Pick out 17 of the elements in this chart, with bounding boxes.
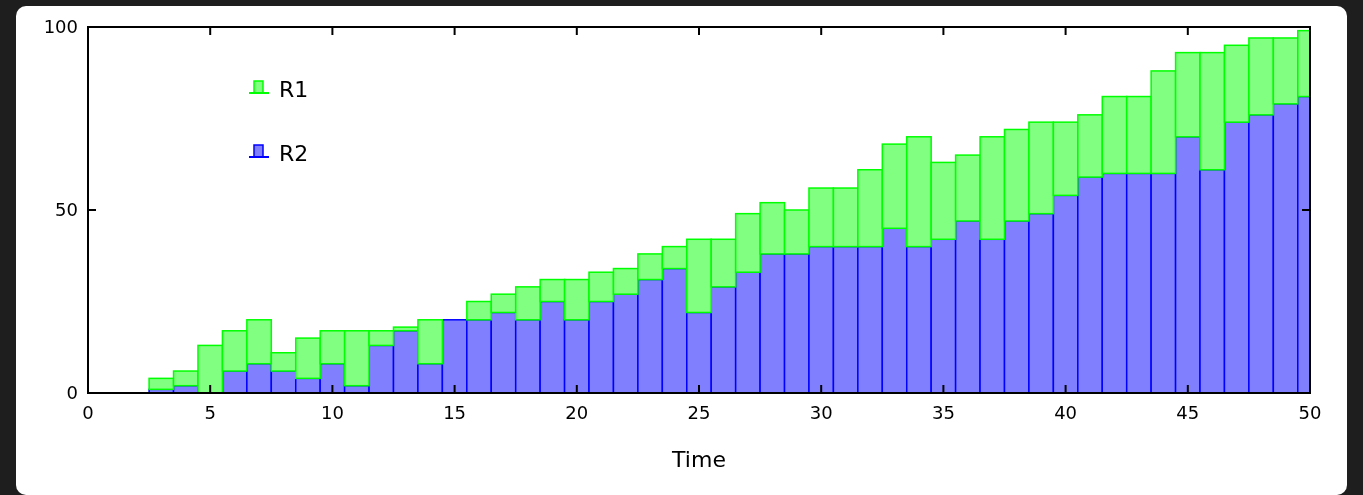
x-tick-label: 35 [931,402,955,423]
legend-label: R1 [279,77,309,102]
y-tick-label: 0 [66,382,78,404]
x-tick-label: 45 [1176,402,1200,423]
x-tick-label: 50 [1298,402,1322,423]
x-tick-label: 40 [1054,402,1078,423]
y-tick-label: 100 [43,16,78,38]
legend-label: R2 [279,141,309,166]
x-tick-label: 0 [82,402,94,423]
x-tick-label: 25 [687,402,711,423]
x-tick-label: 20 [565,402,589,423]
x-axis-title: Time [671,447,726,472]
y-tick-label: 50 [55,199,78,221]
x-tick-label: 30 [809,402,833,423]
x-tick-label: 5 [204,402,216,423]
x-tick-label: 10 [320,402,344,423]
x-tick-label: 15 [443,402,467,423]
